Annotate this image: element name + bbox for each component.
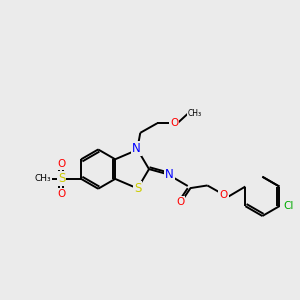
Text: S: S — [58, 172, 65, 185]
Text: O: O — [220, 190, 228, 200]
Text: S: S — [134, 182, 141, 195]
Text: N: N — [165, 168, 174, 181]
Text: O: O — [57, 189, 66, 199]
Text: O: O — [57, 159, 66, 169]
Text: CH₃: CH₃ — [188, 109, 202, 118]
Text: N: N — [132, 142, 141, 155]
Text: O: O — [176, 197, 184, 207]
Text: O: O — [170, 118, 178, 128]
Text: Cl: Cl — [284, 201, 294, 211]
Text: CH₃: CH₃ — [34, 174, 51, 183]
